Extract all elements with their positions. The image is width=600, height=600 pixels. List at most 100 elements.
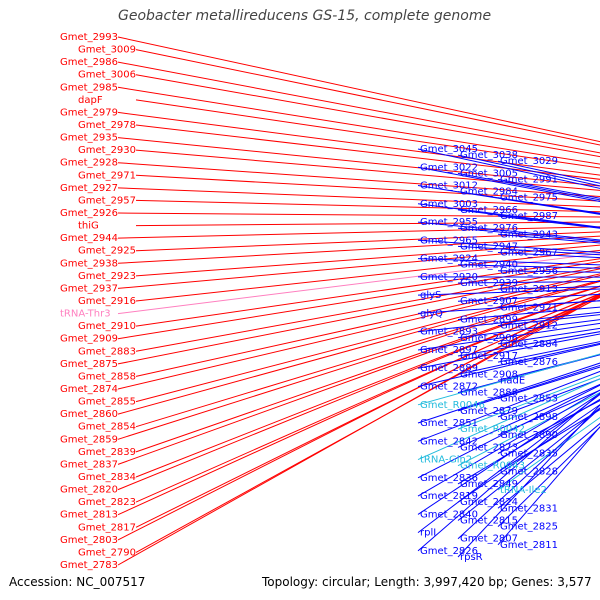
gene-label: Gmet_2803	[60, 535, 118, 546]
gene-label: Gmet_2815	[460, 515, 518, 526]
gene-label: Gmet_2971	[78, 170, 136, 181]
gene-connector-line	[417, 239, 600, 253]
gene-connector-line	[117, 290, 600, 465]
gene-connector-line	[417, 353, 600, 406]
gene-connector-line	[497, 327, 600, 345]
gene-label: Gmet_2984	[460, 187, 518, 198]
gene-label: Gmet_2930	[78, 145, 136, 156]
gene-label: Gmet_2944	[60, 233, 118, 244]
gene-connector-line	[417, 333, 600, 369]
map-title: Geobacter metallireducens GS-15, complet…	[118, 8, 492, 24]
gene-label: Gmet_2807	[460, 534, 518, 545]
gene-label: Gmet_2926	[60, 208, 118, 219]
gene-label: Gmet_R0046	[420, 400, 485, 411]
gene-label: thiG	[78, 221, 99, 232]
gene-label: Gmet_2859	[60, 434, 118, 445]
gene-connector-line	[417, 393, 600, 533]
gene-label: Gmet_2924	[420, 254, 478, 265]
gene-label: Gmet_2979	[60, 107, 118, 118]
gene-connector-line	[457, 342, 600, 375]
gene-connector-line	[117, 86, 600, 165]
gene-connector-line	[117, 226, 600, 239]
gene-connector-line	[497, 416, 600, 491]
gene-label: Gmet_3038	[460, 150, 518, 161]
gene-connector-line	[457, 264, 600, 269]
accession-text: Accession: NC_007517	[9, 575, 146, 589]
gene-label: Gmet_2965	[420, 235, 478, 246]
gene-connector-line	[497, 422, 600, 509]
gene-connector-line	[457, 391, 600, 467]
gene-label: Gmet_3003	[420, 199, 478, 210]
gene-connector-line	[417, 258, 600, 266]
gene-connector-line	[457, 293, 600, 302]
gene-label: rpsR	[460, 552, 483, 563]
gene-connector-line	[117, 293, 600, 566]
gene-label: Gmet_2916	[78, 296, 136, 307]
gene-connector-line	[457, 404, 600, 503]
gene-connector-line	[457, 245, 600, 256]
gene-connector-line	[117, 275, 600, 390]
gene-connector-line	[135, 149, 600, 191]
gene-label: tRNA-Thr3	[60, 309, 111, 320]
gene-connector-line	[117, 268, 600, 365]
gene-connector-line	[117, 260, 600, 340]
gene-connector-line	[117, 111, 600, 176]
gene-label: Gmet_2837	[60, 459, 118, 470]
gene-label: Gmet_2783	[60, 560, 118, 571]
gene-connector-line	[117, 295, 600, 541]
gene-connector-line	[457, 374, 600, 430]
gene-connector-line	[417, 392, 600, 552]
gene-label: Gmet_2923	[78, 271, 136, 282]
gene-connector-line	[497, 341, 600, 363]
gene-connector-line	[417, 185, 600, 215]
gene-connector-line	[135, 249, 600, 302]
gene-label: Gmet_2831	[500, 503, 558, 514]
gene-connector-line	[135, 221, 600, 227]
gene-connector-line	[417, 203, 600, 228]
gene-label: Gmet_2920	[420, 272, 478, 283]
gene-label: Gmet_2819	[420, 491, 478, 502]
genome-summary-text: Topology: circular; Length: 3,997,420 bp…	[262, 575, 592, 589]
gene-label: Gmet_2874	[60, 384, 118, 395]
gene-label: Gmet_2978	[78, 120, 136, 131]
gene-label: Gmet_3012	[420, 181, 478, 192]
gene-label: Gmet_2876	[500, 357, 558, 368]
gene-label: Gmet_2939	[460, 278, 518, 289]
gene-label: Gmet_2823	[78, 497, 136, 508]
gene-connector-line	[457, 227, 600, 242]
gene-label: Gmet_2966	[460, 205, 518, 216]
gene-connector-line	[135, 293, 600, 478]
gene-connector-line	[417, 322, 600, 351]
gene-label: Gmet_3045	[420, 144, 478, 155]
gene-label: Gmet_2854	[78, 422, 136, 433]
gene-label: Gmet_2811	[500, 540, 558, 551]
gene-label: Gmet_3006	[78, 70, 136, 81]
gene-label: Gmet_2836	[420, 473, 478, 484]
gene-connector-line	[497, 409, 600, 473]
gene-connector-line	[135, 199, 600, 213]
gene-label: Gmet_2986	[60, 57, 118, 68]
gene-label: Gmet_2910	[78, 321, 136, 332]
gene-connector-line	[117, 36, 600, 143]
gene-connector-line	[117, 61, 600, 154]
gene-label: Gmet_2893	[420, 327, 478, 338]
gene-label: Gmet_2840	[420, 509, 478, 520]
gene-label: rplI	[420, 528, 436, 539]
gene-label: Gmet_2985	[60, 82, 118, 93]
gene-label: tRNA-Ile2	[500, 485, 547, 496]
gene-label: glyS	[420, 290, 441, 301]
gene-label: Gmet_3029	[500, 156, 558, 167]
gene-connector-line	[117, 212, 600, 218]
gene-connector-line	[417, 311, 600, 333]
gene-label: Gmet_2967	[500, 248, 558, 259]
gene-connector-line	[457, 404, 600, 558]
gene-label: Gmet_2858	[78, 371, 136, 382]
gene-label: Gmet_2921	[500, 302, 558, 313]
gene-label: Gmet_2860	[60, 409, 118, 420]
gene-label: Gmet_2883	[78, 346, 136, 357]
gene-connector-line	[117, 162, 600, 198]
gene-connector-line	[135, 240, 600, 277]
gene-label: Gmet_2835	[500, 448, 558, 459]
gene-label: Gmet_2828	[500, 467, 558, 478]
